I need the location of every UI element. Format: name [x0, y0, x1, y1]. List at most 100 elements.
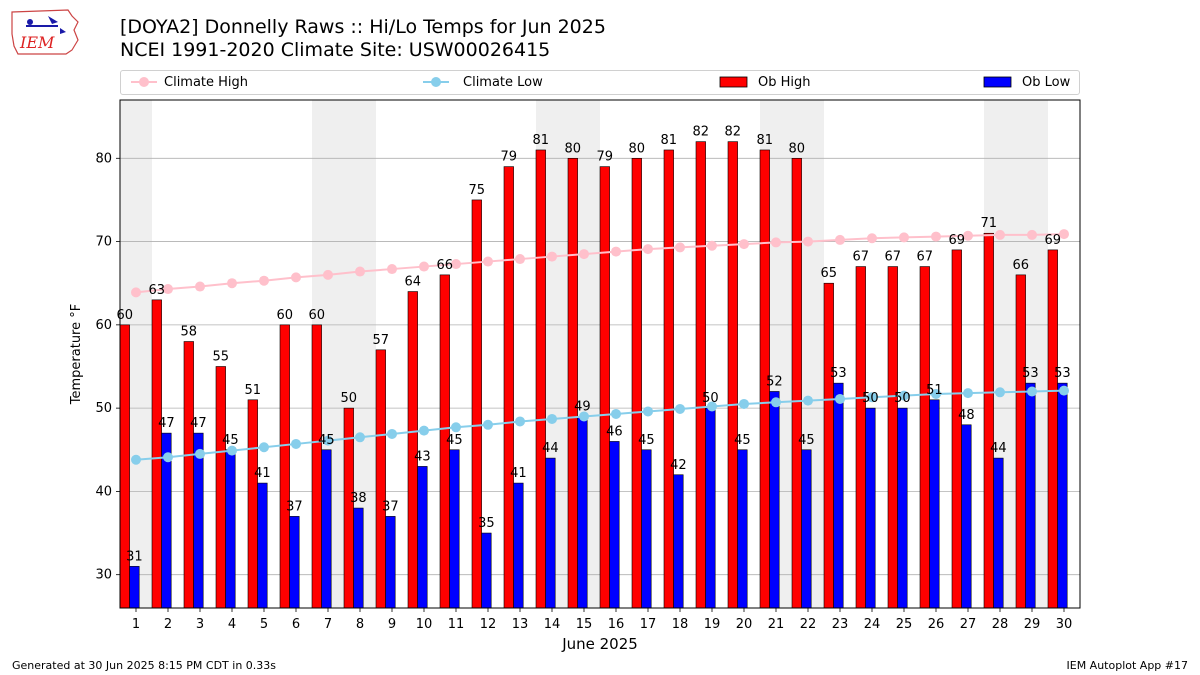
point-climate-high-10 — [419, 261, 429, 272]
bar-ob-low-29 — [1025, 382, 1036, 609]
label-ob-high-18: 81 — [661, 133, 678, 148]
label-ob-high-5: 51 — [245, 383, 262, 398]
point-climate-low-14 — [547, 413, 557, 424]
point-climate-low-15 — [579, 411, 589, 422]
label-ob-low-18: 42 — [670, 458, 687, 473]
point-climate-high-20 — [739, 239, 749, 250]
bar-ob-high-22 — [791, 157, 802, 609]
label-ob-high-29: 66 — [1013, 258, 1030, 273]
point-climate-low-8 — [355, 432, 365, 443]
label-ob-high-14: 81 — [533, 133, 550, 148]
bar-ob-high-30 — [1047, 249, 1058, 609]
point-climate-low-27 — [963, 388, 973, 399]
point-climate-high-28 — [995, 229, 1005, 240]
point-climate-low-12 — [483, 419, 493, 430]
bar-ob-high-3 — [183, 341, 194, 609]
x-tick-label-24: 24 — [864, 617, 881, 632]
x-tick-label-18: 18 — [672, 617, 689, 632]
label-ob-low-7: 45 — [318, 433, 335, 448]
y-tick-label-80: 80 — [95, 151, 112, 166]
bar-ob-high-16 — [599, 166, 610, 609]
legend-climate-low-marker — [423, 77, 449, 87]
label-ob-low-16: 46 — [606, 424, 623, 439]
bar-ob-low-17 — [641, 449, 652, 609]
x-tick-label-12: 12 — [480, 617, 497, 632]
footer-app: IEM Autoplot App #17 — [1066, 659, 1189, 672]
label-ob-high-9: 57 — [373, 333, 390, 348]
bar-ob-low-18 — [673, 474, 684, 609]
legend-label-ob-high: Ob High — [758, 75, 811, 90]
bar-ob-low-15 — [577, 416, 588, 609]
label-ob-low-6: 37 — [286, 499, 303, 514]
point-climate-low-26 — [931, 388, 941, 399]
point-climate-high-13 — [515, 254, 525, 265]
x-tick-label-6: 6 — [292, 617, 300, 632]
label-ob-high-27: 69 — [949, 233, 966, 248]
x-tick-label-30: 30 — [1056, 617, 1073, 632]
label-ob-high-8: 50 — [341, 391, 358, 406]
chart-subtitle: NCEI 1991-2020 Climate Site: USW00026415 — [120, 39, 551, 61]
label-ob-low-17: 45 — [638, 433, 655, 448]
plot-frame — [119, 99, 1081, 609]
point-climate-high-30 — [1059, 229, 1069, 240]
point-climate-low-28 — [995, 387, 1005, 398]
label-ob-high-21: 81 — [757, 133, 774, 148]
point-climate-high-27 — [963, 230, 973, 241]
label-ob-low-1: 31 — [126, 549, 143, 564]
label-ob-high-26: 67 — [917, 250, 934, 265]
bar-ob-high-4 — [215, 366, 226, 609]
chart-title: [DOYA2] Donnelly Raws :: Hi/Lo Temps for… — [120, 16, 606, 38]
bar-ob-high-24 — [855, 266, 866, 609]
point-climate-high-2 — [163, 284, 173, 295]
label-ob-high-30: 69 — [1045, 233, 1062, 248]
point-climate-high-29 — [1027, 229, 1037, 240]
point-climate-high-25 — [899, 232, 909, 243]
point-climate-low-21 — [771, 397, 781, 408]
point-climate-low-11 — [451, 422, 461, 433]
x-tick-label-29: 29 — [1024, 617, 1041, 632]
bar-ob-low-9 — [385, 516, 396, 609]
legend-label-climate-low: Climate Low — [463, 75, 543, 90]
x-tick-label-21: 21 — [768, 617, 785, 632]
label-ob-high-12: 75 — [469, 183, 486, 198]
point-climate-high-6 — [291, 272, 301, 283]
bar-ob-low-13 — [513, 482, 524, 609]
label-ob-high-28: 71 — [981, 216, 998, 231]
x-tick-label-8: 8 — [356, 617, 364, 632]
x-tick-label-5: 5 — [260, 617, 268, 632]
bar-ob-high-20 — [727, 141, 738, 609]
x-tick-label-2: 2 — [164, 617, 172, 632]
x-tick-label-15: 15 — [576, 617, 593, 632]
point-climate-high-1 — [131, 287, 141, 298]
label-ob-high-20: 82 — [725, 125, 742, 140]
bar-ob-high-6 — [279, 324, 290, 609]
bar-ob-high-25 — [887, 266, 898, 609]
point-climate-low-30 — [1059, 385, 1069, 396]
label-ob-high-19: 82 — [693, 125, 710, 140]
point-climate-low-6 — [291, 438, 301, 449]
bar-ob-low-16 — [609, 441, 620, 609]
label-ob-low-12: 35 — [478, 516, 495, 531]
point-climate-high-7 — [323, 269, 333, 280]
label-ob-low-8: 38 — [350, 491, 367, 506]
point-climate-low-22 — [803, 395, 813, 406]
label-ob-low-3: 47 — [190, 416, 207, 431]
label-ob-low-10: 43 — [414, 449, 431, 464]
point-climate-high-14 — [547, 251, 557, 262]
bar-ob-high-26 — [919, 266, 930, 609]
point-climate-low-2 — [163, 452, 173, 463]
bar-ob-low-22 — [801, 449, 812, 609]
legend-ob-high-swatch — [719, 76, 748, 88]
y-tick-label-60: 60 — [95, 318, 112, 333]
x-tick-label-10: 10 — [416, 617, 433, 632]
point-climate-low-5 — [259, 442, 269, 453]
label-ob-low-25: 50 — [894, 391, 911, 406]
iem-logo: IEM — [11, 9, 79, 55]
point-climate-low-13 — [515, 416, 525, 427]
y-tick-label-50: 50 — [95, 401, 112, 416]
label-ob-low-23: 53 — [830, 366, 847, 381]
label-ob-high-23: 65 — [821, 266, 838, 281]
x-axis-title: June 2025 — [561, 635, 638, 653]
label-ob-high-2: 63 — [149, 283, 166, 298]
label-ob-high-24: 67 — [853, 250, 870, 265]
